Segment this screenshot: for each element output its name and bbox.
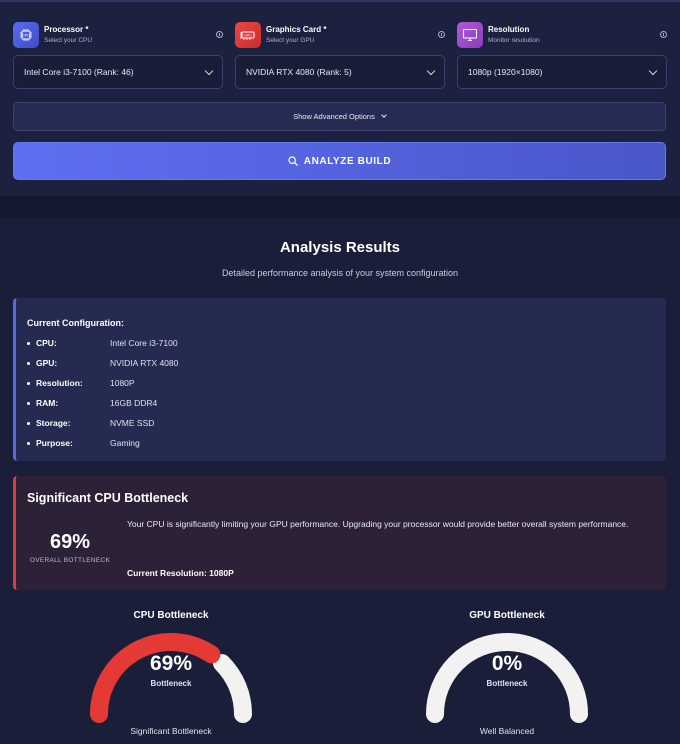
gpu-gauge-svg: [426, 633, 588, 723]
info-icon[interactable]: [216, 31, 223, 38]
graphics-select[interactable]: NVIDIA RTX 4080 (Rank: 5): [235, 55, 445, 89]
bullet: [27, 421, 30, 425]
graphics-hint: Select your GPU: [266, 37, 315, 44]
gauge-title: CPU Bottleneck: [133, 610, 209, 621]
config-row-cpu: CPU: Intel Core i3-7100: [27, 337, 178, 349]
advanced-options-label: Show Advanced Options: [293, 112, 375, 121]
info-icon[interactable]: [438, 31, 445, 38]
resolution-select-value: 1080p (1920×1080): [468, 67, 543, 77]
search-icon: [288, 156, 298, 166]
results-title: Analysis Results: [279, 239, 401, 256]
gauge-title: GPU Bottleneck: [469, 610, 545, 621]
analyze-build-button[interactable]: ANALYZE BUILD: [13, 142, 666, 180]
config-row-ram: RAM: 16GB DDR4: [27, 397, 157, 409]
config-value: NVME SSD: [110, 418, 155, 428]
config-key: RAM:: [36, 398, 59, 408]
config-key: CPU:: [36, 338, 57, 348]
svg-text:CPU: CPU: [22, 34, 30, 38]
gauge-status: Significant Bottleneck: [130, 726, 212, 736]
bullet: [27, 341, 30, 345]
analyze-build-label: ANALYZE BUILD: [303, 155, 392, 167]
gauge-percent: 0%: [491, 652, 523, 675]
processor-hint: Select your CPU: [44, 37, 93, 44]
config-row-resolution: Resolution: 1080P: [27, 377, 135, 389]
gauge-percent: 69%: [149, 652, 193, 675]
config-value: Intel Core i3-7100: [110, 338, 178, 348]
processor-select-value: Intel Core i3-7100 (Rank: 46): [24, 67, 134, 77]
processor-field: CPU Processor * Select your CPU Intel Co…: [13, 22, 223, 89]
resolution-note: Current Resolution: 1080P: [127, 568, 234, 578]
gauge-status: Well Balanced: [479, 726, 535, 736]
chevron-down-icon: [204, 66, 214, 75]
overall-bottleneck-percent: 69%: [49, 531, 91, 553]
graphics-select-value: NVIDIA RTX 4080 (Rank: 5): [246, 67, 352, 77]
graphics-label: Graphics Card *: [266, 25, 327, 34]
bottleneck-description: Your CPU is significantly limiting your …: [127, 519, 629, 529]
analysis-results: Analysis Results Detailed performance an…: [0, 218, 680, 744]
bottleneck-title: Significant CPU Bottleneck: [27, 491, 189, 505]
config-row-gpu: GPU: NVIDIA RTX 4080: [27, 357, 178, 369]
chevron-down-icon: [648, 66, 658, 75]
gauge-fill: [90, 633, 221, 723]
config-row-purpose: Purpose: Gaming: [27, 437, 140, 449]
bullet: [27, 441, 30, 445]
bullet: [27, 381, 30, 385]
config-key: Storage:: [36, 418, 71, 428]
bullet: [27, 361, 30, 365]
config-title: Current Configuration:: [27, 318, 124, 328]
results-subtitle: Detailed performance analysis of your sy…: [221, 268, 459, 278]
resolution-label: Resolution: [488, 25, 530, 34]
resolution-select[interactable]: 1080p (1920×1080): [457, 55, 667, 89]
advanced-options-toggle[interactable]: Show Advanced Options: [13, 102, 666, 131]
chevron-down-icon: [426, 66, 436, 75]
config-key: Purpose:: [36, 438, 73, 448]
config-value: 16GB DDR4: [110, 398, 158, 408]
config-row-storage: Storage: NVME SSD: [27, 417, 154, 429]
current-configuration-card: Current Configuration: CPU: Intel Core i…: [13, 298, 666, 461]
bottleneck-summary-card: Significant CPU Bottleneck 69% OVERALL B…: [13, 476, 666, 590]
chevron-down-icon: [381, 112, 387, 118]
section-divider: [0, 196, 680, 218]
resolution-field: Resolution Monitor resolution 1080p (192…: [457, 22, 667, 89]
overall-bottleneck-label: OVERALL BOTTLENECK: [29, 557, 111, 564]
gauge-sub-label: Bottleneck: [150, 679, 192, 688]
config-value: Gaming: [110, 438, 140, 448]
config-value: 1080P: [110, 378, 135, 388]
config-key: GPU:: [36, 358, 58, 368]
gauge-remaining: [212, 654, 252, 723]
cpu-gauge-svg: [90, 633, 252, 723]
bullet: [27, 401, 30, 405]
cpu-bottleneck-gauge: CPU Bottleneck 69% Bottleneck Significan…: [86, 608, 256, 744]
config-value: NVIDIA RTX 4080: [110, 358, 179, 368]
config-key: Resolution:: [36, 378, 83, 388]
gauge-track: [426, 633, 588, 723]
monitor-icon: [457, 22, 483, 48]
build-form-panel: CPU Processor * Select your CPU Intel Co…: [0, 0, 680, 196]
svg-text:GPU: GPU: [244, 33, 252, 37]
graphics-field: GPU Graphics Card * Select your GPU NVID…: [235, 22, 445, 89]
cpu-icon: CPU: [13, 22, 39, 48]
processor-select[interactable]: Intel Core i3-7100 (Rank: 46): [13, 55, 223, 89]
info-icon[interactable]: [660, 31, 667, 38]
gpu-icon: GPU: [235, 22, 261, 48]
resolution-hint: Monitor resolution: [488, 37, 540, 44]
gauge-sub-label: Bottleneck: [486, 679, 528, 688]
gpu-bottleneck-gauge: GPU Bottleneck 0% Bottleneck Well Balanc…: [422, 608, 592, 744]
processor-label: Processor *: [44, 25, 89, 34]
